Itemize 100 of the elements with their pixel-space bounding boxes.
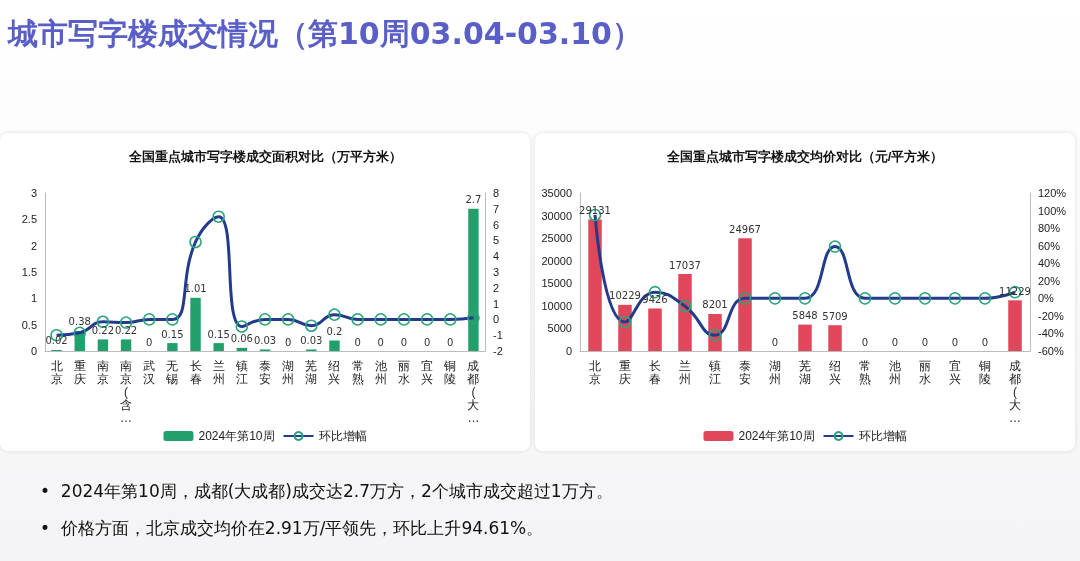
- x-tick-label: 重庆: [619, 358, 631, 386]
- x-tick-label: 泰安: [259, 358, 271, 386]
- y2-tick-label: 100%: [1038, 204, 1067, 217]
- bar: [190, 297, 201, 351]
- y2-tick-label: 80%: [1038, 222, 1061, 235]
- y-tick-label: 1.5: [21, 266, 37, 278]
- y2-tick-label: 8: [493, 187, 500, 199]
- data-label: 0: [891, 336, 899, 348]
- data-label: 0.38: [68, 316, 91, 328]
- y-tick-label: 2.5: [21, 213, 37, 226]
- x-tick-label: 成都(大…: [1009, 358, 1021, 425]
- text: • 价格方面，北京成交均价在2.91万/平领先，环比上升94.61%。: [40, 517, 545, 540]
- data-label: 0: [377, 336, 384, 348]
- x-tick-label: 北京: [50, 358, 63, 386]
- x-tick-label: 镇江: [708, 358, 721, 386]
- y2-tick-label: 40%: [1038, 257, 1061, 270]
- data-label: 0: [447, 336, 454, 348]
- y-tick-label: 10000: [541, 299, 572, 312]
- data-label: 0.06: [230, 333, 253, 345]
- bar: [120, 339, 132, 351]
- y2-tick-label: 6: [493, 218, 500, 231]
- x-tick-label: 铜陵: [978, 358, 991, 386]
- data-label: 24967: [729, 223, 761, 235]
- bar: [678, 274, 692, 351]
- y2-tick-label: 60%: [1038, 239, 1061, 252]
- data-label: 0: [771, 336, 779, 348]
- y2-tick-label: -1: [493, 329, 503, 342]
- bar: [1008, 300, 1022, 351]
- y-tick-label: 0: [30, 345, 37, 357]
- y-tick-label: 25000: [541, 232, 572, 245]
- x-tick-label: 北京: [589, 358, 601, 386]
- x-tick-label: 长春: [649, 358, 661, 386]
- data-label: 0: [284, 336, 292, 348]
- data-label: 0: [981, 336, 989, 348]
- x-tick-label: 兰州: [212, 358, 225, 386]
- bar: [167, 343, 178, 351]
- data-label: 29131: [579, 204, 611, 216]
- chart-title: 全国重点城市写字楼成交均价对比（元/平方米）: [665, 149, 944, 164]
- x-tick-label: 丽水: [397, 358, 410, 386]
- data-label: 0.03: [300, 334, 323, 346]
- y2-tick-label: 120%: [1038, 187, 1067, 199]
- y-tick-label: 3: [30, 187, 37, 199]
- data-label: 10229: [609, 290, 641, 302]
- text: • 2024年第10周，成都(大成都)成交达2.7万方，2个城市成交超过1万方。: [40, 480, 613, 503]
- y2-tick-label: 0: [493, 313, 500, 326]
- y-tick-label: 0.5: [21, 318, 37, 331]
- bar: [236, 347, 248, 351]
- x-tick-label: 铜陵: [443, 358, 457, 386]
- data-label: 0: [354, 336, 361, 348]
- x-tick-label: 常熟: [351, 358, 364, 386]
- x-tick-label: 长春: [189, 358, 202, 386]
- x-tick-label: 湖州: [769, 358, 781, 386]
- y2-tick-label: 4: [493, 250, 500, 263]
- data-label: 0: [861, 336, 869, 348]
- x-tick-label: 宜兴: [949, 358, 961, 386]
- x-tick-label: 绍兴: [829, 358, 841, 386]
- y-tick-label: 30000: [541, 209, 572, 222]
- bar: [738, 238, 752, 351]
- data-label: 0.2: [326, 325, 343, 337]
- x-tick-label: 南京: [96, 358, 109, 386]
- y2-tick-label: 0%: [1038, 292, 1055, 305]
- y-tick-label: 0: [565, 345, 572, 357]
- x-tick-label: 泰安: [739, 358, 751, 386]
- legend-label: 2024年第10周: [738, 429, 815, 443]
- y2-tick-label: 5: [493, 234, 500, 247]
- bar: [828, 325, 842, 351]
- y2-tick-label: -20%: [1038, 309, 1064, 322]
- bar: [213, 343, 224, 351]
- text: 城市写字楼成交情况（第10周03.04-03.10）: [8, 15, 642, 53]
- x-tick-label: 芜湖: [799, 358, 811, 386]
- x-tick-label: 无锡: [165, 358, 179, 386]
- x-tick-label: 绍兴: [328, 358, 341, 386]
- x-tick-label: 南京(含…: [120, 358, 133, 425]
- x-tick-label: 池州: [889, 358, 901, 386]
- data-label: 0: [423, 336, 431, 348]
- data-label: 0.22: [91, 324, 115, 336]
- data-label: 0.03: [253, 334, 277, 346]
- legend-label: 环比增幅: [318, 429, 367, 443]
- chart-title: 全国重点城市写字楼成交面积对比（万平方米）: [127, 149, 402, 164]
- y-tick-label: 35000: [541, 187, 572, 199]
- legend-label: 2024年第10周: [198, 429, 275, 443]
- y2-tick-label: -60%: [1038, 345, 1064, 357]
- data-label: 8201: [702, 299, 728, 311]
- data-label: 0.15: [207, 328, 230, 340]
- bar: [648, 308, 662, 351]
- data-label: 0: [921, 336, 929, 348]
- y2-tick-label: 3: [493, 266, 500, 278]
- x-tick-label: 芜湖: [305, 358, 318, 386]
- y-tick-label: 2: [30, 239, 37, 252]
- y-tick-label: 20000: [541, 254, 572, 267]
- y2-tick-label: 2: [493, 281, 500, 294]
- data-label: 0: [951, 336, 959, 348]
- data-label: 9426: [642, 293, 668, 305]
- y-tick-label: 1: [30, 292, 37, 305]
- x-tick-label: 成都(大…: [467, 358, 480, 425]
- x-tick-label: 兰州: [679, 358, 691, 386]
- x-tick-label: 湖州: [282, 358, 295, 386]
- y2-tick-label: 7: [493, 202, 500, 215]
- data-label: 0: [400, 336, 408, 348]
- bar: [798, 324, 812, 351]
